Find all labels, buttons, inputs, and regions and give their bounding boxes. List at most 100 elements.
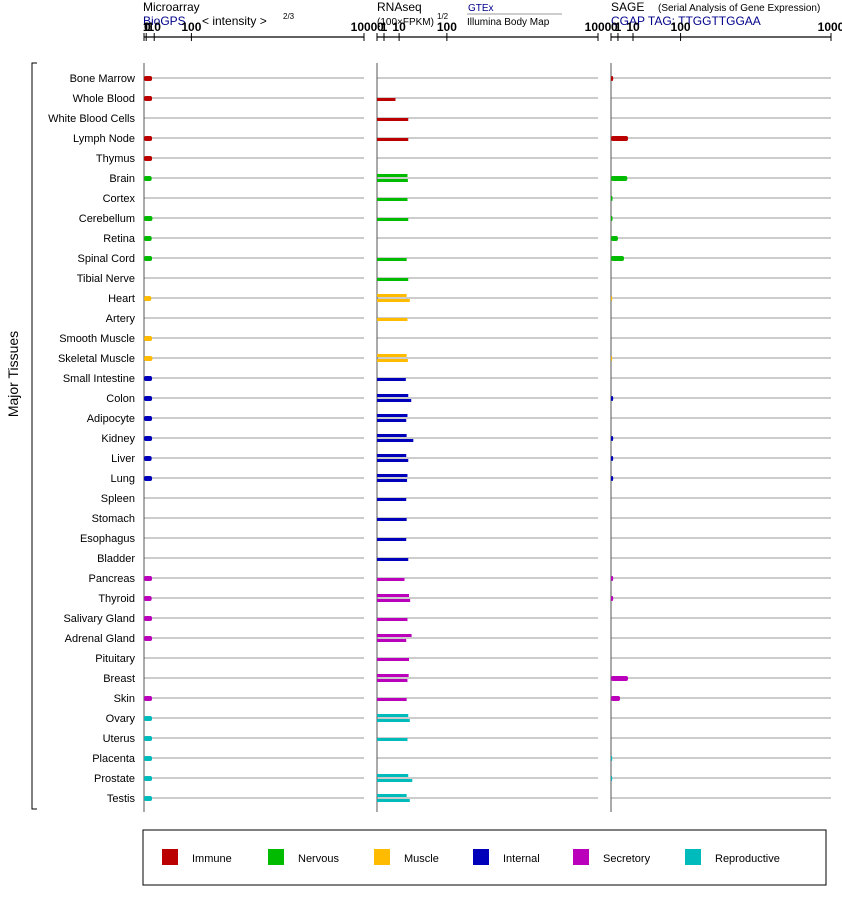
grid-lines <box>144 77 831 799</box>
microarray-bar <box>144 376 153 381</box>
tissue-label: Testis <box>107 793 136 805</box>
microarray-bar <box>144 736 153 741</box>
rnaseq-bar <box>377 218 409 221</box>
rnaseq-bar <box>377 578 405 581</box>
tissue-label: Thyroid <box>98 593 135 605</box>
rnaseq-bar <box>377 599 411 602</box>
tissue-label: Spleen <box>101 493 135 505</box>
sage-bar <box>611 696 621 701</box>
sage-bar <box>611 76 614 81</box>
microarray-bar <box>144 776 153 781</box>
rnaseq-bar <box>377 294 407 297</box>
rnaseq-bar <box>377 498 407 501</box>
rnaseq-measure-label: (100×FPKM) <box>377 17 434 28</box>
microarray-bar <box>144 396 153 401</box>
microarray-bar <box>144 236 152 241</box>
rnaseq-bar <box>377 419 407 422</box>
rnaseq-bar <box>377 318 408 321</box>
microarray-bar <box>144 156 153 161</box>
rnaseq-bar <box>377 634 412 637</box>
sage-bar <box>611 596 614 601</box>
microarray-measure-label: < intensity > <box>202 14 267 28</box>
sage-bar <box>611 296 613 301</box>
rnaseq-bar <box>377 299 410 302</box>
legend-swatch <box>473 849 489 865</box>
tissue-label: Breast <box>103 673 135 685</box>
rnaseq-bar <box>377 639 407 642</box>
rnaseq-bar <box>377 518 407 521</box>
rnaseq-bar <box>377 714 409 717</box>
rnaseq-bar <box>377 359 408 362</box>
tissue-label: Smooth Muscle <box>59 333 135 345</box>
microarray-bar <box>144 356 153 361</box>
sage-bar <box>611 176 628 181</box>
microarray-tick-label: 10 <box>148 20 162 34</box>
microarray-bar <box>144 616 153 621</box>
tissue-label: Pituitary <box>95 653 135 665</box>
tissue-label: Uterus <box>103 733 136 745</box>
microarray-bar <box>144 96 153 101</box>
legend-swatch <box>685 849 701 865</box>
tissue-label: Artery <box>106 313 136 325</box>
sage-tag-label: CGAP TAG: TTGGTTGGAA <box>611 14 761 28</box>
tissue-label: Brain <box>109 173 135 185</box>
legend-label: Immune <box>192 853 232 865</box>
microarray-tick-label: 100 <box>181 20 201 34</box>
rnaseq-bar <box>377 719 410 722</box>
sage-bar <box>611 456 614 461</box>
rnaseq-bar <box>377 454 407 457</box>
legend-swatch <box>573 849 589 865</box>
tissue-label: Lung <box>111 473 135 485</box>
sage-tick-label: 1 <box>615 20 622 34</box>
tissue-label: Pancreas <box>89 573 136 585</box>
tissue-label: Skin <box>114 693 135 705</box>
microarray-bar <box>144 336 153 341</box>
rnaseq-bar <box>377 378 406 381</box>
sage-bar <box>611 576 614 581</box>
sage-bar <box>611 396 614 401</box>
microarray-bar <box>144 216 153 221</box>
rnaseq-bar <box>377 118 409 121</box>
microarray-bar <box>144 436 153 441</box>
sage-tick-label: 10 <box>626 20 640 34</box>
sage-bar <box>611 676 629 681</box>
microarray-bar <box>144 636 153 641</box>
rnaseq-tick-label: 0 <box>377 20 384 34</box>
legend-swatch <box>162 849 178 865</box>
legend: Immune Nervous Muscle Internal Secretory Repr… <box>162 849 780 865</box>
rnaseq-bar <box>377 698 407 701</box>
rnaseq-bar <box>377 434 407 437</box>
tissue-label: Heart <box>108 293 135 305</box>
tissue-label: Adrenal Gland <box>65 633 135 645</box>
microarray-exponent: 2/3 <box>283 12 295 21</box>
rnaseq-bar <box>377 138 409 141</box>
tissue-labels: Bone Marrow Whole Blood White Blood Cells L… <box>48 73 136 805</box>
legend-label: Secretory <box>603 853 651 865</box>
microarray-bar <box>144 476 153 481</box>
rnaseq-bar <box>377 794 407 797</box>
rnaseq-bar <box>377 774 409 777</box>
y-group-bracket <box>31 62 37 810</box>
microarray-bar <box>144 76 153 81</box>
tissue-label: Skeletal Muscle <box>58 353 135 365</box>
rnaseq-bar <box>377 594 410 597</box>
tissue-label: Salivary Gland <box>63 613 135 625</box>
rnaseq-bar <box>377 799 410 802</box>
rnaseq-bar <box>377 98 396 101</box>
microarray-bar <box>144 136 153 141</box>
microarray-bar <box>144 756 153 761</box>
microarray-tick-label: 1 <box>143 20 150 34</box>
rnaseq-bar <box>377 618 408 621</box>
rnaseq-bar <box>377 679 408 682</box>
tissue-label: Retina <box>103 233 136 245</box>
microarray-bar <box>144 296 152 301</box>
sage-bar <box>611 236 618 241</box>
tissue-label: Stomach <box>92 513 135 525</box>
sage-bar <box>611 436 614 441</box>
tissue-label: Prostate <box>94 773 135 785</box>
rnaseq-source-illumina: Illumina Body Map <box>467 17 550 28</box>
tissue-label: Kidney <box>101 433 135 445</box>
rnaseq-bar <box>377 538 407 541</box>
tissue-label: Whole Blood <box>73 93 135 105</box>
